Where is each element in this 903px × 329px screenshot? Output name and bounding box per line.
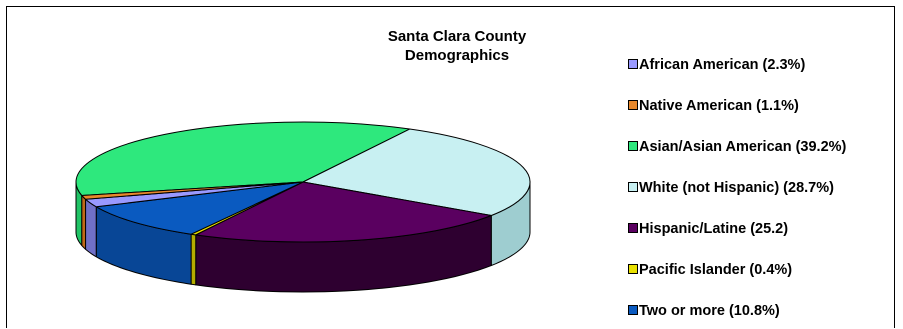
legend-swatch-asianasian [628, 141, 638, 152]
legend-label-two: Two or more (10.8%) [639, 303, 780, 319]
pie-slice-white [302, 128, 531, 217]
legend-item-two: Two or more (10.8%) [628, 301, 780, 321]
chart-title-line-2: Demographics [404, 47, 510, 64]
legend-label-white: White (not Hispanic) (28.7%) [639, 180, 834, 196]
legend-swatch-native [628, 100, 638, 111]
legend-label-pacific: Pacific Islander (0.4%) [639, 262, 793, 278]
pie-slice-asianasian [75, 121, 411, 196]
legend-swatch-hispaniclatine [628, 223, 638, 234]
legend-label-hispaniclatine: Hispanic/Latine (25.2) [639, 221, 789, 237]
chart-title: Santa Clara County Demographics [337, 27, 577, 65]
pie-side-african [85, 198, 97, 258]
legend-item-hispaniclatine: Hispanic/Latine (25.2) [628, 219, 788, 239]
legend-label-native: Native American (1.1%) [639, 98, 799, 114]
legend-item-asianasian: Asian/Asian American (39.2%) [628, 137, 846, 157]
pie-slice-native [81, 181, 304, 200]
legend-swatch-two [628, 305, 638, 316]
chart-title-line-1: Santa Clara County [387, 28, 527, 45]
legend-item-pacific: Pacific Islander (0.4%) [628, 260, 792, 280]
pie-side-native [81, 195, 87, 250]
chart-frame: Santa Clara County Demographics African … [6, 6, 895, 328]
legend-item-white: White (not Hispanic) (28.7%) [628, 178, 834, 198]
pie-slice-two [95, 181, 304, 235]
legend-swatch-pacific [628, 264, 638, 275]
legend-label-asianasian: Asian/Asian American (39.2%) [639, 139, 847, 155]
pie-slice-hispaniclatine [195, 181, 492, 243]
pie-side-pacific [190, 233, 197, 286]
legend-swatch-african [628, 59, 638, 70]
legend-item-african: African American (2.3%) [628, 55, 805, 75]
legend-swatch-white [628, 182, 638, 193]
pie-chart [75, 121, 531, 293]
legend-label-african: African American (2.3%) [639, 57, 806, 73]
legend-item-native: Native American (1.1%) [628, 96, 799, 116]
